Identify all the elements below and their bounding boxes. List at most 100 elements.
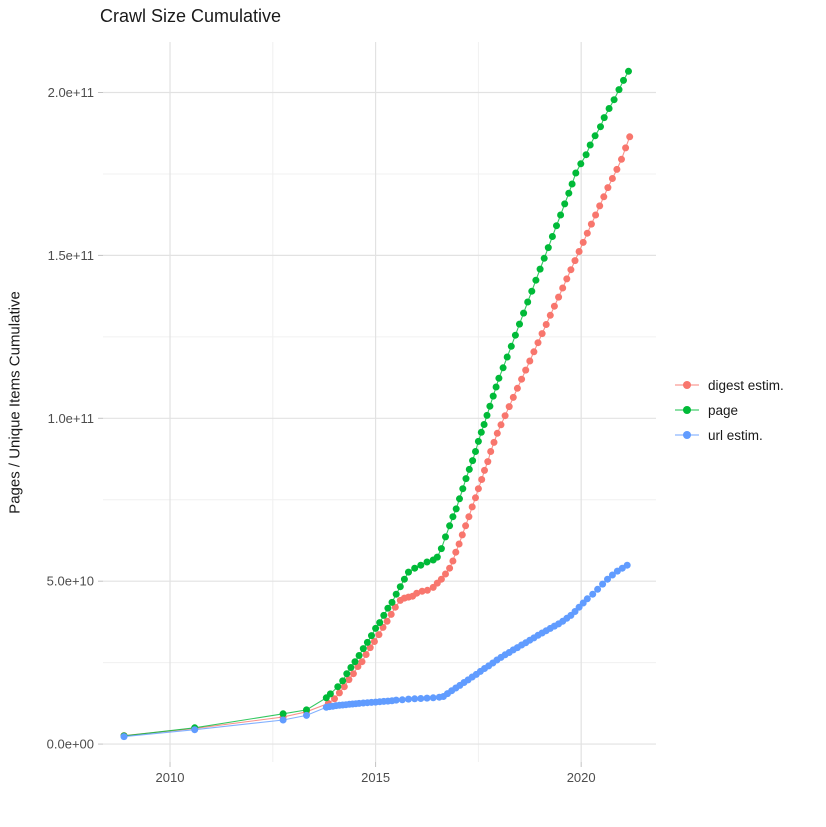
data-point bbox=[557, 211, 565, 219]
data-point bbox=[343, 670, 351, 678]
data-point bbox=[345, 676, 353, 684]
data-point bbox=[442, 533, 449, 541]
data-point bbox=[468, 503, 476, 511]
data-point bbox=[366, 644, 374, 652]
data-point bbox=[191, 726, 199, 734]
data-point bbox=[418, 587, 426, 595]
data-point bbox=[626, 133, 634, 141]
legend-label: url estim. bbox=[708, 427, 763, 443]
data-point bbox=[456, 495, 463, 503]
data-point bbox=[437, 575, 445, 583]
data-point bbox=[383, 617, 391, 625]
data-point bbox=[532, 276, 540, 284]
data-point bbox=[483, 411, 491, 419]
data-point bbox=[546, 311, 554, 319]
data-point bbox=[449, 513, 457, 521]
data-point bbox=[335, 689, 343, 697]
data-point bbox=[481, 466, 488, 474]
data-point bbox=[384, 604, 392, 612]
data-point bbox=[594, 585, 602, 593]
data-point bbox=[507, 342, 515, 350]
data-point bbox=[495, 374, 503, 382]
data-point bbox=[530, 348, 538, 356]
data-point bbox=[524, 298, 532, 306]
data-point bbox=[493, 429, 501, 437]
data-point bbox=[559, 284, 567, 292]
data-point bbox=[279, 716, 287, 724]
legend: digest estim. page url estim. bbox=[674, 377, 784, 443]
data-point bbox=[472, 448, 479, 455]
legend-key-icon bbox=[675, 431, 699, 439]
data-point bbox=[279, 710, 287, 718]
data-point bbox=[477, 428, 485, 436]
data-point bbox=[600, 114, 608, 122]
data-point bbox=[446, 522, 454, 530]
data-point bbox=[604, 575, 611, 583]
data-point bbox=[528, 287, 536, 295]
data-point bbox=[423, 586, 431, 594]
data-point bbox=[120, 733, 128, 741]
data-point bbox=[392, 590, 400, 598]
y-tick-label: 1.0e+11 bbox=[48, 411, 94, 426]
data-point bbox=[587, 220, 595, 228]
data-point bbox=[413, 589, 421, 597]
data-point bbox=[553, 222, 560, 230]
data-point bbox=[452, 505, 460, 513]
axis-ticks bbox=[98, 91, 582, 767]
data-point bbox=[583, 229, 591, 237]
data-point bbox=[480, 421, 488, 428]
data-point bbox=[591, 132, 599, 140]
data-point bbox=[349, 670, 357, 678]
series-url-estim bbox=[120, 561, 631, 741]
data-point bbox=[433, 553, 441, 561]
gridlines-minor bbox=[103, 42, 656, 762]
data-point bbox=[509, 393, 517, 401]
data-point bbox=[572, 169, 580, 177]
data-point bbox=[484, 458, 492, 466]
x-tick-label: 2015 bbox=[361, 770, 390, 785]
chart-title: Crawl Size Cumulative bbox=[100, 6, 282, 26]
data-point bbox=[544, 244, 552, 252]
legend-label: page bbox=[708, 402, 739, 418]
data-point bbox=[620, 76, 627, 84]
data-point bbox=[474, 485, 482, 493]
data-point bbox=[400, 575, 408, 583]
data-point bbox=[449, 557, 457, 565]
data-point bbox=[589, 590, 597, 598]
legend-key-icon bbox=[675, 381, 699, 389]
data-point bbox=[563, 275, 571, 283]
data-point bbox=[505, 403, 513, 411]
data-point bbox=[522, 366, 530, 374]
legend-key-icon bbox=[675, 406, 699, 414]
data-point bbox=[625, 67, 632, 75]
data-point bbox=[599, 580, 607, 588]
data-point bbox=[458, 531, 466, 539]
data-point bbox=[516, 320, 523, 328]
data-point bbox=[452, 548, 460, 556]
data-point bbox=[437, 545, 445, 553]
data-point bbox=[465, 465, 473, 473]
legend-item-digest-estim: digest estim. bbox=[674, 377, 784, 393]
data-point bbox=[372, 624, 380, 632]
x-tick-label: 2010 bbox=[156, 770, 185, 785]
data-point bbox=[398, 696, 406, 704]
data-point bbox=[411, 564, 419, 572]
data-point bbox=[388, 598, 396, 606]
data-point bbox=[582, 151, 590, 159]
data-point bbox=[487, 448, 495, 455]
data-point bbox=[423, 694, 431, 702]
data-point bbox=[608, 175, 616, 182]
data-point bbox=[490, 438, 498, 446]
data-point bbox=[575, 248, 583, 255]
data-point bbox=[623, 561, 631, 569]
data-point bbox=[359, 645, 367, 653]
data-point bbox=[577, 160, 585, 168]
data-point bbox=[513, 384, 521, 392]
data-point bbox=[459, 485, 467, 493]
data-point bbox=[571, 257, 579, 265]
data-point bbox=[568, 180, 576, 188]
data-point bbox=[392, 696, 400, 704]
data-point bbox=[405, 568, 412, 576]
data-point bbox=[511, 331, 519, 339]
